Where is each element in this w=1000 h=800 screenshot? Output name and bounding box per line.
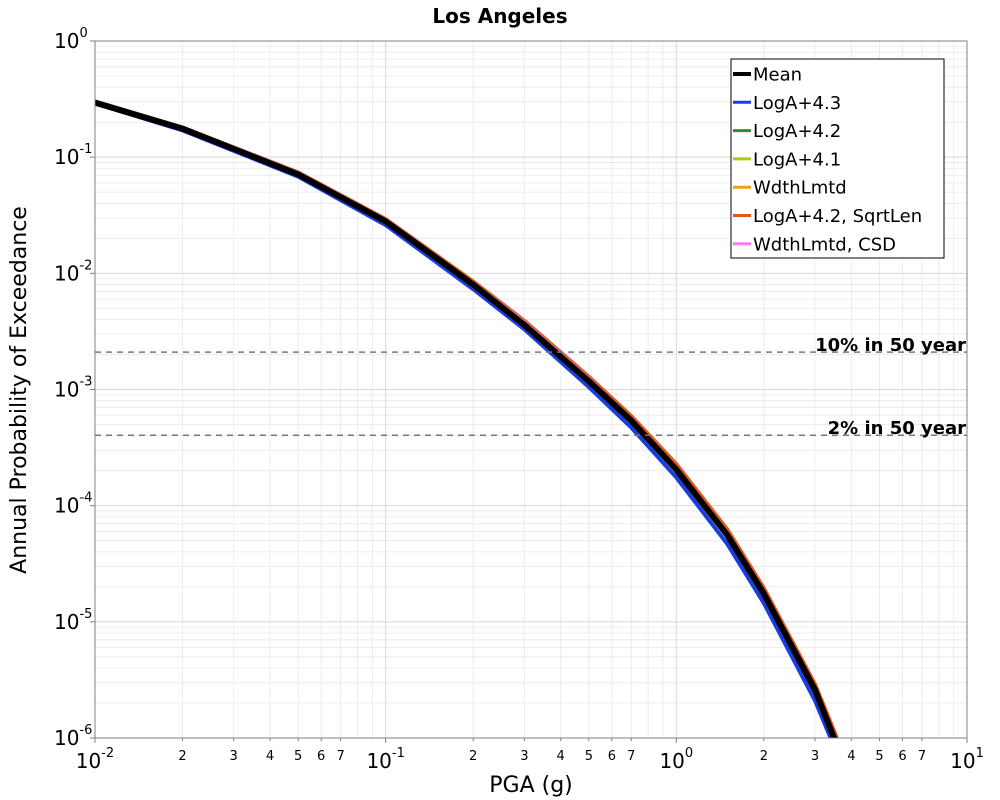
series-line-mean [95,99,838,738]
reference-lines: 10% in 50 year 2% in 50 year [95,335,967,439]
x-major-tick-label: 101 [950,746,984,773]
y-axis-ticks: 100 10-1 10-2 10-3 10-4 10-5 10-6 [54,26,95,750]
x-minor-tick-label: 7 [337,749,345,764]
x-minor-tick-label: 2 [178,749,186,764]
x-minor-tick-label: 6 [898,749,906,764]
x-major-tick-label: 10-2 [76,746,114,773]
x-minor-tick-label: 7 [918,749,926,764]
x-minor-tick-label: 7 [627,749,635,764]
legend-label-loga-4-3: LogA+4.3 [753,93,841,114]
x-minor-tick-label: 4 [266,749,274,764]
x-minor-tick-label: 3 [811,749,819,764]
x-minor-tick-label: 5 [294,749,302,764]
x-major-tick-label: 100 [659,746,693,773]
chart-title: Los Angeles [432,4,567,28]
x-axis-title: PGA (g) [489,773,573,798]
legend-label-loga-4-2-sqrtlen: LogA+4.2, SqrtLen [753,206,922,227]
reference-line-label: 2% in 50 year [828,418,966,439]
legend-label-mean: Mean [753,65,802,86]
x-minor-tick-label: 2 [760,749,768,764]
y-major-tick-label: 10-3 [54,375,92,402]
legend-label-loga-4-2: LogA+4.2 [753,121,841,142]
x-minor-tick-label: 5 [875,749,883,764]
series-layer [95,99,840,738]
y-major-tick-label: 10-6 [54,723,92,750]
x-minor-tick-label: 3 [520,749,528,764]
y-major-tick-label: 100 [54,26,88,53]
y-major-tick-label: 10-4 [54,491,92,518]
reference-line-label: 10% in 50 year [815,335,966,356]
x-major-tick-label: 10-1 [366,746,404,773]
legend-box [730,58,945,259]
x-minor-tick-label: 4 [847,749,855,764]
x-minor-tick-label: 3 [230,749,238,764]
x-minor-tick-label: 5 [585,749,593,764]
x-minor-tick-label: 4 [557,749,565,764]
legend: Mean LogA+4.3 LogA+4.2 LogA+4.1 WdthLmtd LogA… [730,58,945,259]
x-minor-tick-label: 2 [469,749,477,764]
y-major-tick-label: 10-2 [54,258,92,285]
y-major-tick-label: 10-1 [54,142,92,169]
legend-label-loga-4-1: LogA+4.1 [753,149,841,170]
y-major-tick-label: 10-5 [54,607,92,634]
x-minor-tick-label: 6 [608,749,616,764]
x-minor-tick-label: 6 [317,749,325,764]
y-axis-title: Annual Probability of Exceedance [7,206,32,574]
legend-label-wdthlmtd: WdthLmtd [753,178,847,199]
legend-label-wdthlmtd-csd: WdthLmtd, CSD [753,234,896,255]
